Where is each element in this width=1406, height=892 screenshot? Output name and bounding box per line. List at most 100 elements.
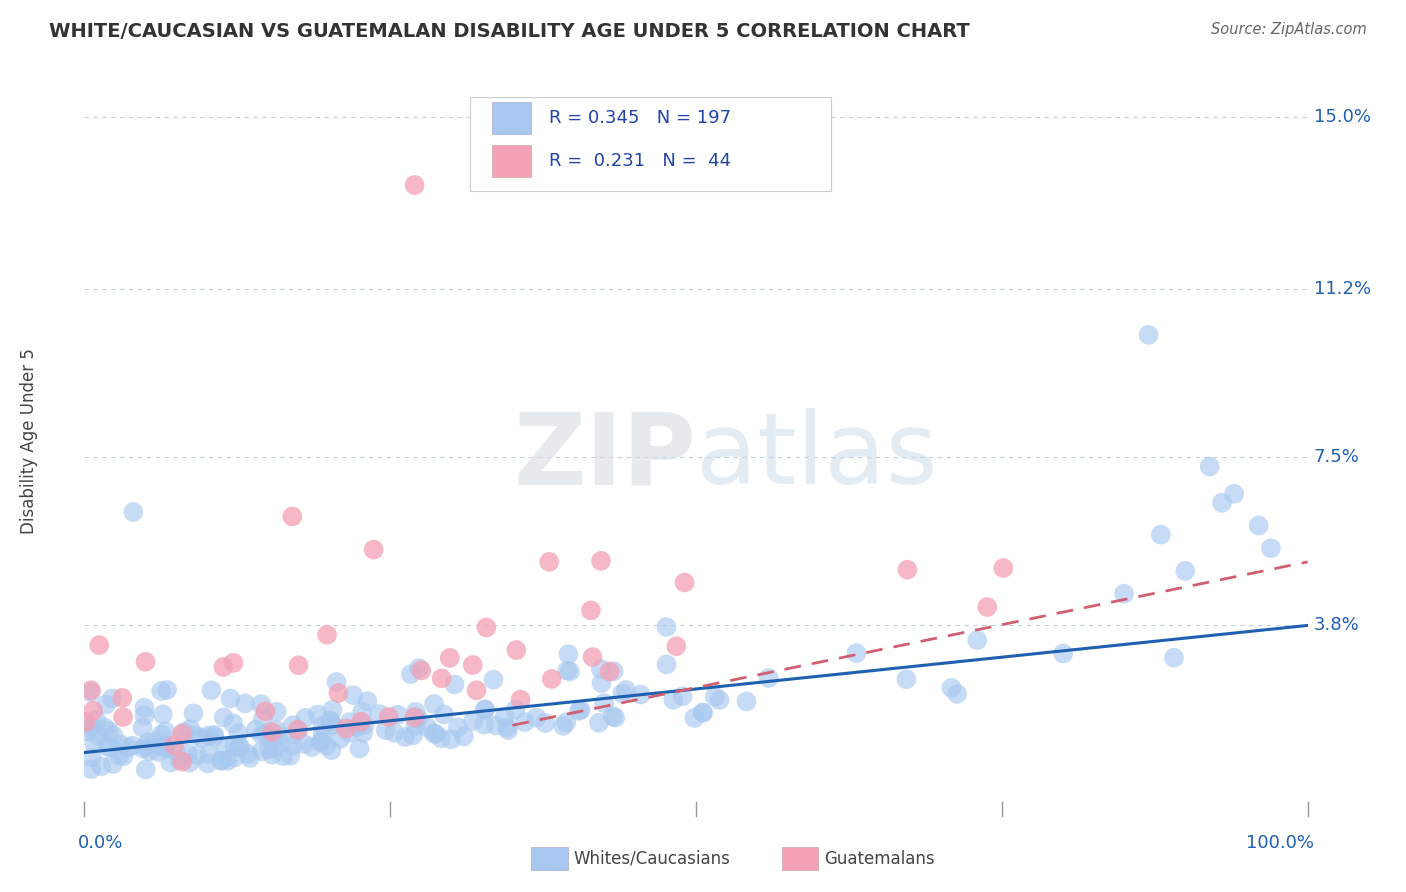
FancyBboxPatch shape [470, 96, 831, 191]
Point [993, 561, 1015, 575]
Text: 7.5%: 7.5% [1313, 449, 1360, 467]
Point [605, 710, 627, 724]
Point [692, 706, 714, 720]
Point [1174, 564, 1197, 578]
Point [1223, 487, 1246, 501]
Point [112, 710, 135, 724]
Point [703, 690, 725, 704]
Point [172, 755, 194, 769]
Point [224, 739, 246, 754]
Point [191, 731, 214, 745]
Point [540, 672, 562, 686]
Point [311, 726, 333, 740]
Point [430, 731, 453, 746]
Point [83, 737, 105, 751]
Point [135, 763, 157, 777]
Point [87, 729, 110, 743]
Point [758, 671, 780, 685]
Point [287, 723, 309, 737]
Point [443, 677, 465, 691]
Point [280, 748, 302, 763]
Point [513, 714, 536, 729]
Point [89, 638, 111, 652]
Point [266, 705, 288, 719]
Point [211, 754, 233, 768]
Text: 11.2%: 11.2% [1313, 280, 1371, 299]
Point [152, 707, 174, 722]
Point [524, 710, 547, 724]
Point [84, 714, 107, 728]
Point [150, 739, 173, 754]
Point [252, 712, 274, 726]
Point [538, 555, 561, 569]
Text: ZIP: ZIP [513, 409, 696, 505]
Point [287, 658, 309, 673]
Point [80, 750, 103, 764]
Point [277, 731, 299, 745]
Point [423, 726, 446, 740]
Point [439, 651, 461, 665]
Point [404, 710, 426, 724]
Point [423, 697, 446, 711]
Text: 100.0%: 100.0% [1246, 834, 1313, 852]
Point [134, 739, 156, 754]
Point [263, 740, 285, 755]
Point [593, 696, 616, 710]
Point [254, 726, 277, 740]
Point [1052, 647, 1074, 661]
Point [250, 728, 273, 742]
Point [555, 715, 578, 730]
Point [214, 741, 236, 756]
Point [474, 702, 496, 716]
Point [475, 620, 498, 634]
Point [319, 714, 342, 728]
Text: 3.8%: 3.8% [1313, 616, 1360, 634]
Point [260, 731, 283, 745]
Point [155, 724, 177, 739]
Point [461, 714, 484, 729]
Point [589, 662, 612, 676]
Point [260, 725, 283, 739]
Point [222, 656, 245, 670]
Point [281, 509, 304, 524]
Point [946, 687, 969, 701]
Point [219, 691, 242, 706]
Point [321, 743, 343, 757]
Point [1247, 518, 1270, 533]
Point [555, 664, 578, 678]
Point [202, 728, 225, 742]
Point [97, 723, 120, 738]
Text: Disability Age Under 5: Disability Age Under 5 [20, 349, 38, 534]
Point [77, 721, 100, 735]
Point [683, 711, 706, 725]
Point [485, 718, 508, 732]
Text: Source: ZipAtlas.com: Source: ZipAtlas.com [1211, 22, 1367, 37]
Point [602, 709, 624, 723]
Point [131, 721, 153, 735]
Bar [492, 102, 531, 134]
Point [222, 716, 245, 731]
Point [496, 720, 519, 734]
Point [80, 685, 103, 699]
Point [612, 687, 634, 701]
Point [287, 723, 309, 738]
Text: R =  0.231   N =  44: R = 0.231 N = 44 [550, 152, 731, 170]
Point [408, 661, 430, 675]
Point [411, 664, 433, 678]
Point [662, 693, 685, 707]
Point [262, 747, 284, 762]
Point [378, 710, 401, 724]
Point [1163, 650, 1185, 665]
Point [352, 705, 374, 719]
Bar [492, 145, 531, 177]
Point [589, 554, 612, 568]
Point [496, 723, 519, 737]
Point [281, 739, 304, 753]
Point [671, 690, 693, 704]
Point [692, 706, 714, 720]
Point [322, 703, 344, 717]
Point [307, 707, 329, 722]
Point [329, 731, 352, 746]
Point [558, 665, 581, 679]
Point [197, 729, 219, 743]
